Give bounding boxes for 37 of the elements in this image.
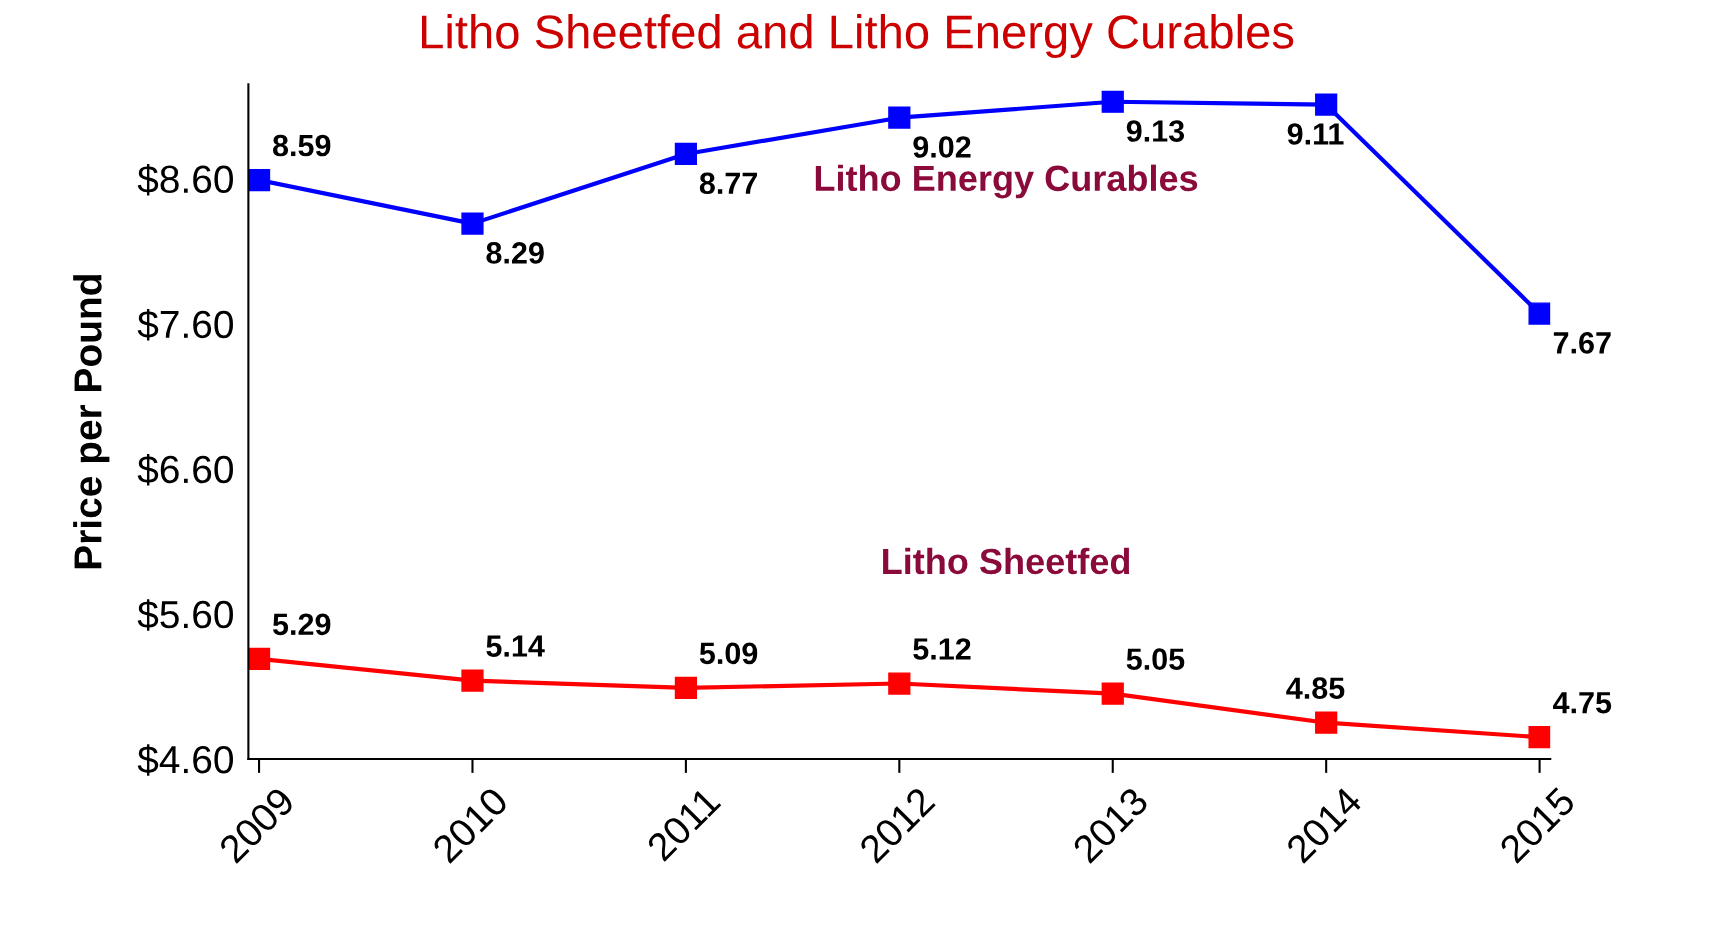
data-label: 9.11 bbox=[1287, 123, 1344, 145]
point bbox=[461, 212, 484, 235]
y-tick-label: $6.60 bbox=[137, 454, 233, 486]
data-label: 5.09 bbox=[699, 642, 758, 665]
chart-title: Litho Sheetfed and Litho Energy Curables bbox=[421, 14, 1294, 59]
point bbox=[674, 676, 698, 699]
data-label: 5.14 bbox=[486, 635, 545, 657]
point bbox=[1315, 93, 1338, 116]
data-label: 8.29 bbox=[486, 242, 544, 264]
point bbox=[888, 672, 911, 695]
point bbox=[1101, 682, 1124, 705]
point bbox=[1315, 711, 1338, 734]
y-axis-title: Price per Pound bbox=[73, 275, 110, 569]
data-label: 5.05 bbox=[1126, 648, 1185, 670]
point bbox=[461, 669, 484, 692]
point bbox=[674, 142, 698, 166]
y-tick-label: $5.60 bbox=[137, 599, 233, 631]
data-label: 7.67 bbox=[1553, 332, 1611, 354]
y-tick-label: $7.60 bbox=[137, 309, 233, 341]
text: Litho Sheetfed bbox=[883, 547, 1130, 575]
data-label: 8.59 bbox=[272, 134, 331, 157]
point bbox=[888, 106, 911, 129]
point bbox=[248, 647, 271, 670]
point bbox=[1528, 726, 1551, 749]
series-label: Litho Energy Curables bbox=[815, 164, 1198, 199]
data-label: 5.29 bbox=[272, 613, 331, 636]
data-label: 5.12 bbox=[913, 638, 971, 660]
data-label: 9.13 bbox=[1126, 120, 1185, 142]
y-tick-label: $4.60 bbox=[137, 744, 233, 776]
data-label: 9.02 bbox=[913, 136, 971, 158]
data-label: 4.75 bbox=[1553, 692, 1612, 714]
y-tick-label: $8.60 bbox=[137, 163, 233, 196]
point bbox=[248, 168, 271, 192]
data-label: 4.85 bbox=[1286, 677, 1345, 699]
data-label: 8.77 bbox=[699, 172, 757, 195]
point bbox=[1101, 90, 1124, 113]
point bbox=[1528, 302, 1551, 325]
